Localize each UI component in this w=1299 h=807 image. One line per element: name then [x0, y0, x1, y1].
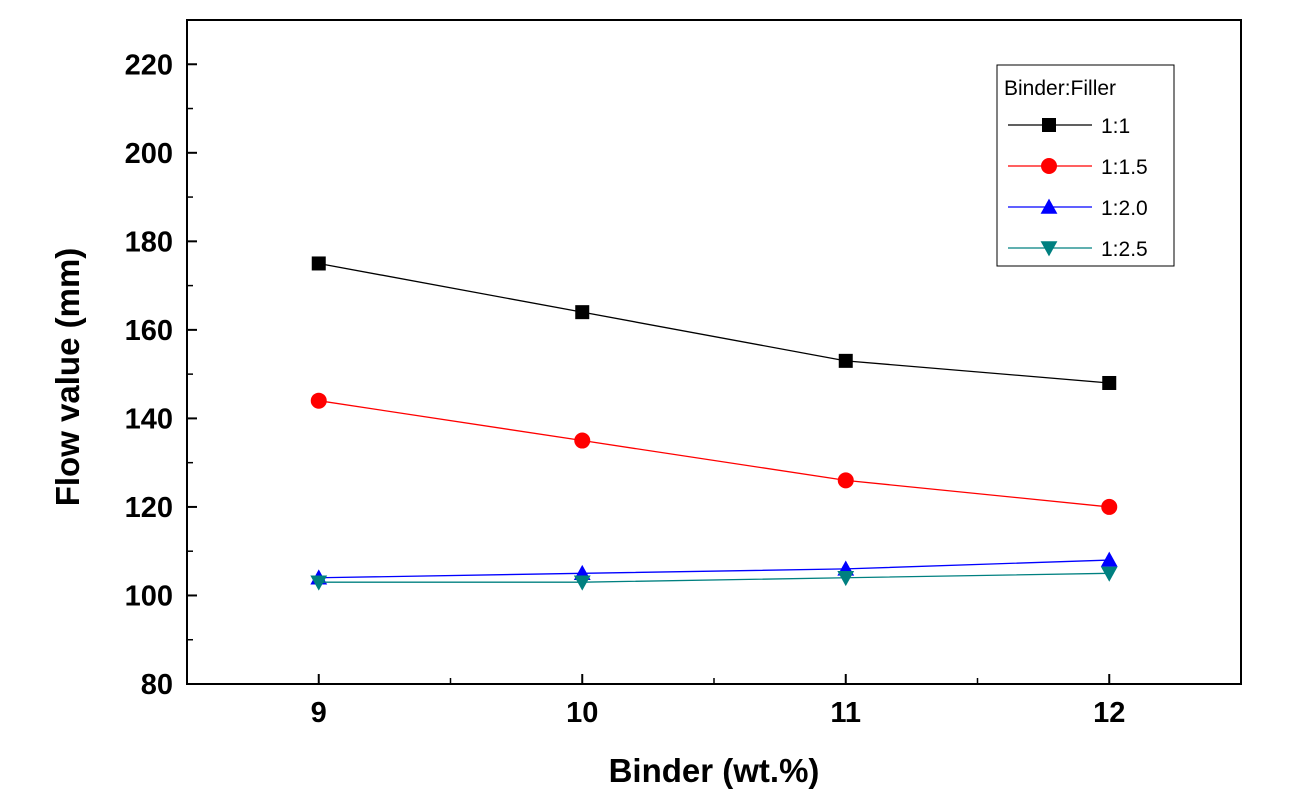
- legend-entry: 1:1: [1008, 115, 1130, 138]
- y-tick-label: 160: [125, 315, 173, 347]
- data-point: [574, 432, 591, 449]
- series-1:2.5: [310, 566, 1118, 591]
- data-point: [837, 571, 855, 587]
- legend-entry: 1:2.5: [1008, 238, 1148, 261]
- legend-label: 1:1.5: [1101, 156, 1148, 179]
- series-line: [318, 572, 1110, 583]
- y-tick-label: 140: [125, 403, 173, 435]
- legend-marker: [1040, 198, 1058, 214]
- series-line: [318, 559, 1110, 579]
- data-point: [575, 305, 590, 320]
- legend: Binder:Filler 1:1 1:1.5 1:2.0 1:2.5: [996, 64, 1175, 267]
- y-tick-label: 120: [125, 492, 173, 524]
- data-point: [1101, 498, 1118, 515]
- legend-entry: 1:2.0: [1008, 197, 1148, 220]
- legend-title: Binder:Filler: [1004, 77, 1116, 100]
- y-tick-label: 220: [125, 49, 173, 81]
- x-axis: 9 10 11 12: [186, 674, 1242, 729]
- y-tick-label: 100: [125, 580, 173, 612]
- series-1:1: [311, 256, 1117, 390]
- series-1:1.5: [310, 392, 1118, 515]
- data-point: [837, 472, 854, 489]
- series-line: [318, 400, 1110, 508]
- x-tick-label: 11: [830, 697, 861, 729]
- data-point: [1100, 566, 1118, 582]
- legend-label: 1:2.5: [1101, 238, 1148, 261]
- legend-marker: [1042, 118, 1056, 132]
- legend-label: 1:2.0: [1101, 197, 1148, 220]
- data-point: [311, 256, 326, 271]
- legend-entry: 1:1.5: [1008, 156, 1148, 179]
- y-axis: 80 100 120 140 160 180 200 220: [125, 19, 197, 701]
- legend-label: 1:1: [1101, 115, 1130, 138]
- data-point: [1102, 375, 1117, 390]
- data-point: [573, 575, 591, 591]
- data-point: [310, 392, 327, 409]
- x-tick-label: 10: [566, 697, 598, 729]
- y-axis-title: Flow value (mm): [49, 248, 86, 507]
- data-point: [1100, 551, 1118, 567]
- x-axis-title: Binder (wt.%): [609, 752, 820, 789]
- y-tick-label: 180: [125, 226, 173, 258]
- series-layer: [310, 256, 1118, 591]
- y-tick-label: 80: [141, 669, 173, 701]
- data-point: [838, 353, 853, 368]
- x-tick-label: 9: [311, 697, 327, 729]
- x-tick-label: 12: [1093, 697, 1125, 729]
- data-point: [310, 575, 328, 591]
- y-tick-label: 200: [125, 138, 173, 170]
- legend-marker: [1040, 241, 1058, 257]
- series-line: [318, 262, 1110, 384]
- legend-marker: [1041, 158, 1057, 174]
